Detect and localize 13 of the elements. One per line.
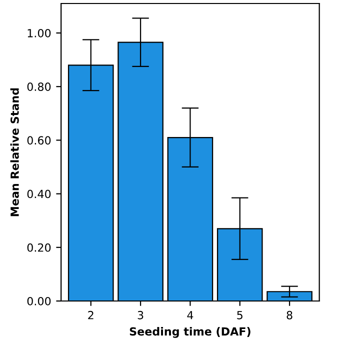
- x-tick-label: 3: [138, 310, 144, 320]
- x-tick-label: 2: [88, 310, 94, 320]
- x-tick-label: 4: [187, 311, 194, 320]
- y-tick-label: 0.20: [27, 243, 51, 252]
- x-tick-label: 8: [286, 310, 292, 320]
- y-tick-label: 1.00: [28, 28, 51, 38]
- y-tick-label: 0.60: [27, 136, 51, 145]
- y-tick-label: 0.00: [27, 296, 51, 306]
- y-tick-label: 0.80: [27, 82, 51, 91]
- y-tick-label: 0.40: [27, 190, 51, 198]
- x-axis-title: Seeding time (DAF): [130, 327, 250, 338]
- y-axis-title: Mean Relative Stand: [10, 88, 19, 216]
- x-tick-label: 5: [237, 311, 242, 320]
